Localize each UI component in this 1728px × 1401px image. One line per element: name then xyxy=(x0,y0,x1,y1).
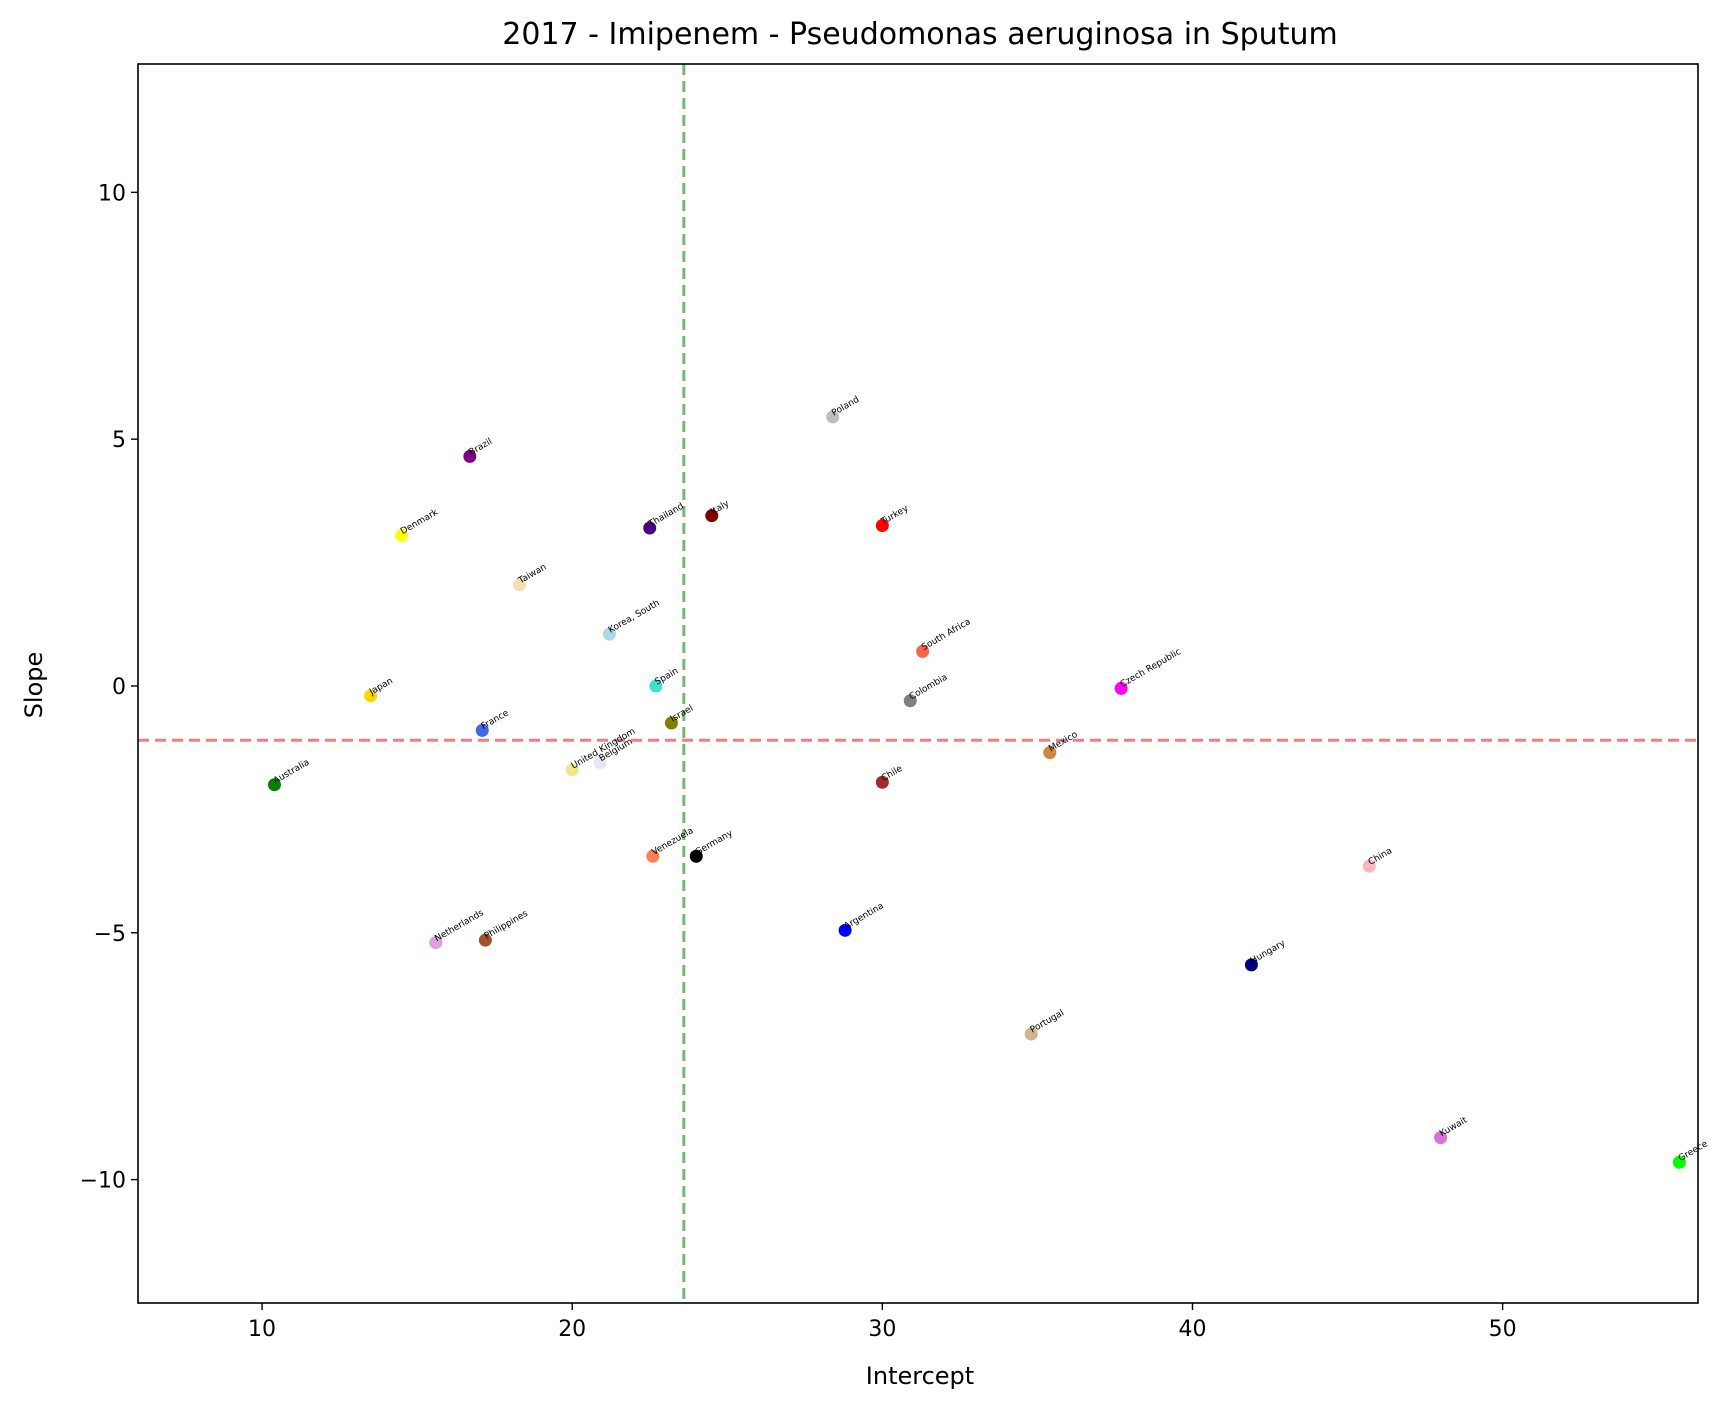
y-axis-label: Slope xyxy=(20,652,48,719)
data-point xyxy=(705,509,719,523)
data-point xyxy=(916,644,930,658)
data-point xyxy=(395,528,409,542)
data-point xyxy=(664,716,678,730)
data-point xyxy=(649,679,663,693)
data-point xyxy=(646,849,660,863)
x-tick-label: 20 xyxy=(558,1317,586,1342)
data-point xyxy=(1244,958,1258,972)
data-point xyxy=(1434,1131,1448,1145)
data-point xyxy=(1362,859,1376,873)
data-point xyxy=(475,723,489,737)
data-point xyxy=(875,775,889,789)
data-point xyxy=(689,849,703,863)
x-tick-label: 10 xyxy=(248,1317,276,1342)
data-point xyxy=(478,933,492,947)
x-tick-label: 30 xyxy=(868,1317,896,1342)
x-axis-label: Intercept xyxy=(866,1362,974,1390)
data-point xyxy=(838,923,852,937)
y-tick-label: −5 xyxy=(94,922,126,947)
data-point xyxy=(593,755,607,769)
data-point xyxy=(565,763,579,777)
data-point xyxy=(1114,681,1128,695)
data-point xyxy=(602,627,616,641)
data-point xyxy=(1024,1027,1038,1041)
data-point xyxy=(364,689,378,703)
x-tick-label: 50 xyxy=(1489,1317,1517,1342)
chart-title: 2017 - Imipenem - Pseudomonas aeruginosa… xyxy=(502,17,1337,52)
plot-frame xyxy=(137,63,1699,1304)
data-point xyxy=(463,449,477,463)
data-point xyxy=(1672,1155,1686,1169)
data-point xyxy=(826,410,840,424)
y-tick-label: 0 xyxy=(112,675,126,700)
x-tick-label: 40 xyxy=(1178,1317,1206,1342)
y-tick-label: 10 xyxy=(98,181,126,206)
data-points xyxy=(267,410,1686,1169)
data-point xyxy=(267,778,281,792)
data-point xyxy=(429,936,443,950)
y-tick-label: −10 xyxy=(80,1169,126,1194)
data-point xyxy=(875,519,889,533)
reference-lines xyxy=(138,64,1698,1303)
y-tick-label: 5 xyxy=(112,428,126,453)
data-point xyxy=(512,578,526,592)
data-point xyxy=(643,521,657,535)
data-point xyxy=(903,694,917,708)
data-point xyxy=(1043,746,1057,760)
